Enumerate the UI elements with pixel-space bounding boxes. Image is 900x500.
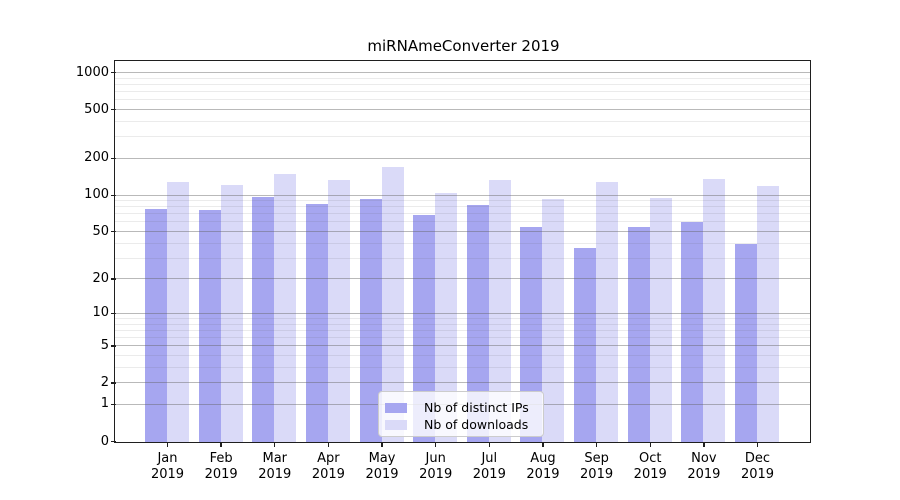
bar-downloads-oct [649,197,672,442]
x-tick-label: Jul 2019 [472,450,506,483]
legend: Nb of distinct IPs Nb of downloads [378,391,544,437]
x-tick-label: Aug 2019 [526,450,560,483]
x-tick-label: Feb 2019 [204,450,238,483]
y-grid-minor [115,136,810,138]
bar-distinct-ips-oct [627,227,650,442]
y-grid-minor [115,99,810,101]
y-tick-label: 50 [92,223,109,239]
bar-downloads-may [381,167,404,442]
bar-distinct-ips-jun [413,215,436,442]
y-grid-major [115,345,810,347]
y-grid-minor [115,77,810,79]
x-tick-label: Mar 2019 [258,450,292,483]
legend-swatch-downloads [385,419,407,430]
bar-downloads-feb [220,185,243,442]
bar-distinct-ips-jul [466,205,489,442]
grid-layer [115,61,810,442]
y-grid-minor [115,91,810,93]
bar-downloads-sep [596,181,619,442]
bar-distinct-ips-aug [520,227,543,442]
x-tick-label: Sep 2019 [580,450,614,483]
legend-label-downloads: Nb of downloads [424,417,529,432]
y-tick-label: 2 [100,374,109,390]
bar-distinct-ips-jan [145,208,167,442]
x-tick-label: Nov 2019 [687,450,721,483]
y-grid-minor [115,337,810,339]
y-tick-label: 1000 [75,64,109,80]
y-grid-minor [115,120,810,122]
y-grid-major [115,312,810,314]
bar-downloads-dec [757,185,779,442]
legend-label-distinct-ips: Nb of distinct IPs [424,400,529,415]
y-grid-minor [115,318,810,320]
x-tick-label: Jun 2019 [419,450,453,483]
y-grid-minor [115,323,810,325]
y-grid-major [115,157,810,159]
y-tick-label: 100 [84,187,109,203]
y-grid-minor [115,213,810,215]
y-grid-major [115,278,810,280]
legend-item-distinct-ips: Nb of distinct IPs [385,399,535,416]
y-grid-major [115,382,810,384]
bar-distinct-ips-sep [574,247,597,442]
y-tick-label: 1 [100,396,109,412]
y-grid-major [115,231,810,233]
x-tick-label: Oct 2019 [633,450,667,483]
y-grid-minor [115,83,810,85]
y-tick-label: 500 [84,101,109,117]
bar-distinct-ips-feb [198,210,221,442]
y-grid-minor [115,366,810,368]
y-tick-label: 10 [92,305,109,321]
y-tick-label: 200 [84,150,109,166]
y-grid-minor [115,355,810,357]
bar-distinct-ips-apr [305,204,328,442]
legend-swatch-distinct-ips [385,402,407,413]
bar-distinct-ips-dec [735,243,757,442]
x-tick-label: Jan 2019 [150,450,185,483]
y-grid-minor [115,221,810,223]
y-grid-major [115,194,810,196]
y-tick-label: 20 [92,270,109,286]
legend-item-downloads: Nb of downloads [385,416,535,433]
bar-downloads-jun [435,192,458,442]
bar-downloads-jan [167,181,189,442]
x-tick-label: Dec 2019 [740,450,775,483]
chart-title: miRNAmeConverter 2019 [367,37,560,55]
y-grid-minor [115,200,810,202]
bars-layer [115,61,810,442]
bar-downloads-mar [274,174,297,442]
y-grid-minor [115,329,810,331]
y-grid-minor [115,242,810,244]
y-grid-minor [115,257,810,259]
bar-downloads-jul [488,180,511,442]
y-tick-label: 5 [100,337,109,353]
y-grid-major [115,109,810,110]
plot-area: Nb of distinct IPs Nb of downloads [114,60,811,443]
y-grid-major [115,72,810,74]
y-grid-minor [115,206,810,208]
x-tick-label: Apr 2019 [311,450,345,483]
y-tick-label: 0 [100,433,109,449]
bar-distinct-ips-nov [681,221,704,442]
bar-distinct-ips-mar [252,197,275,442]
bar-downloads-apr [327,180,350,442]
bar-downloads-nov [703,178,726,442]
bar-downloads-aug [542,198,565,442]
bar-distinct-ips-may [359,198,382,442]
x-tick-label: May 2019 [365,450,399,483]
